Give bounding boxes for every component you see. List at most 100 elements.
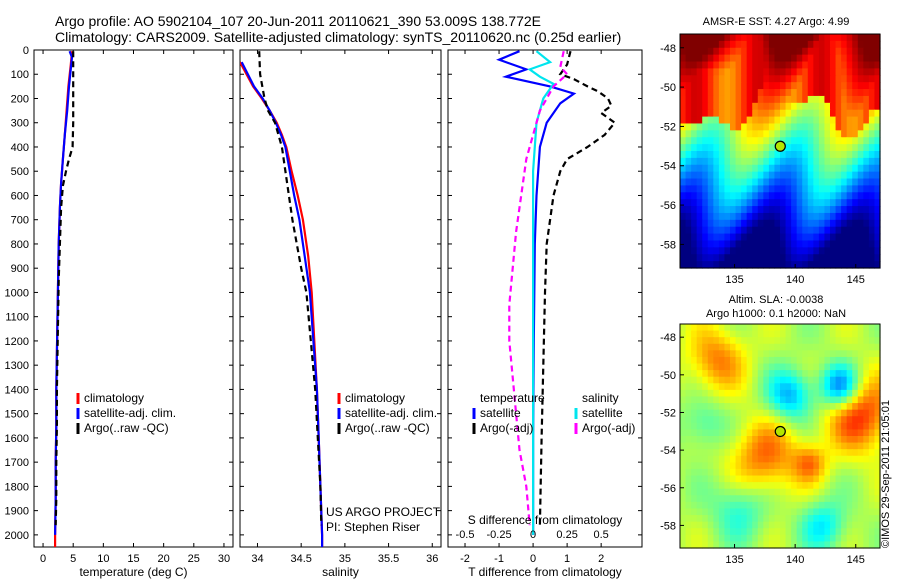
map-cell [813, 528, 820, 536]
map-cell [730, 324, 737, 332]
annotation-project: US ARGO PROJECT [326, 505, 441, 519]
map-cell [696, 356, 703, 365]
map-cell [785, 47, 792, 56]
map-cell [868, 123, 876, 131]
map-cell [868, 54, 876, 63]
map-cell [730, 95, 737, 104]
map-cell [757, 422, 764, 431]
map-cell [874, 442, 881, 450]
map-cell [780, 383, 787, 391]
map-cell [685, 199, 692, 207]
map-cell [724, 376, 731, 384]
y-tick-label: 2000 [5, 530, 29, 542]
map-cell [863, 206, 870, 214]
map-cell [702, 226, 709, 235]
map-cell [824, 102, 831, 111]
map-cell [785, 416, 792, 424]
map-cell [696, 261, 703, 269]
map-cell [763, 185, 770, 193]
map-cell [818, 261, 826, 269]
map-cell [824, 515, 831, 523]
map-cell [735, 34, 742, 42]
map-cell [868, 75, 876, 83]
map-cell [696, 40, 703, 49]
map-cell [802, 185, 809, 193]
map-cell [807, 137, 814, 145]
map-cell [852, 68, 859, 76]
map-cell [857, 61, 864, 70]
map-cell [724, 192, 731, 200]
legend-label: satellite-adj. clim. [84, 406, 176, 420]
map-cell [702, 89, 709, 97]
map-cell [818, 212, 826, 221]
map-cell [713, 363, 720, 371]
map-cell [757, 330, 764, 338]
map-cell [752, 521, 759, 529]
map-cell [835, 123, 842, 131]
map-cell [857, 396, 864, 404]
map-cell [846, 144, 853, 152]
map-cell [718, 376, 726, 384]
legend-label: satellite [582, 406, 623, 420]
map-cell [863, 89, 870, 97]
map-cell [852, 330, 859, 338]
map-cell [713, 219, 720, 228]
map-cell [735, 324, 742, 332]
map-cell [874, 508, 881, 516]
y-tick-label: -50 [660, 82, 676, 94]
map-cell [757, 171, 764, 180]
map-cell [785, 75, 792, 83]
map-cell [707, 409, 714, 417]
map-cell [768, 192, 776, 200]
map-cell [868, 396, 876, 404]
map-cell [763, 254, 770, 262]
map-cell [846, 389, 853, 398]
map-cell [680, 144, 687, 152]
map-cell [691, 171, 698, 180]
map-cell [824, 40, 831, 49]
map-cell [730, 343, 737, 351]
map-cell [857, 89, 864, 97]
map-cell [724, 436, 731, 444]
map-cell [680, 247, 687, 255]
map-cell [835, 157, 842, 166]
map-cell [707, 130, 714, 138]
map-cell [830, 61, 837, 70]
map-cell [752, 475, 759, 483]
map-cell [735, 534, 742, 543]
map-cell [685, 501, 692, 510]
map-cell [746, 40, 753, 49]
map-cell [791, 383, 798, 391]
map-cell [818, 521, 826, 529]
map-cell [757, 226, 764, 235]
map-cell [730, 534, 737, 543]
map-cell [763, 343, 770, 351]
map-cell [680, 47, 687, 56]
map-cell [713, 185, 720, 193]
map-cell [741, 61, 748, 70]
map-cell [757, 488, 764, 496]
map-cell [752, 192, 759, 200]
map-cell [763, 151, 770, 159]
map-cell [835, 233, 842, 242]
map-cell [691, 144, 698, 152]
map-cell [713, 102, 720, 111]
map-cell [852, 157, 859, 166]
map-cell [791, 462, 798, 470]
map-cell [824, 89, 831, 97]
map-cell [774, 389, 781, 398]
map-cell [852, 130, 859, 138]
map-cell [785, 206, 792, 214]
map-cell [730, 528, 737, 536]
map-cell [768, 363, 776, 371]
map-cell [741, 206, 748, 214]
map-cell [735, 376, 742, 384]
map-cell [718, 488, 726, 496]
x-axis-label: temperature (deg C) [79, 565, 187, 579]
map-cell [857, 233, 864, 242]
map-cell [830, 151, 837, 159]
legend-label: Argo(..raw -QC) [345, 421, 430, 435]
map-cell [730, 337, 737, 345]
map-cell [746, 95, 753, 104]
map-cell [830, 422, 837, 431]
